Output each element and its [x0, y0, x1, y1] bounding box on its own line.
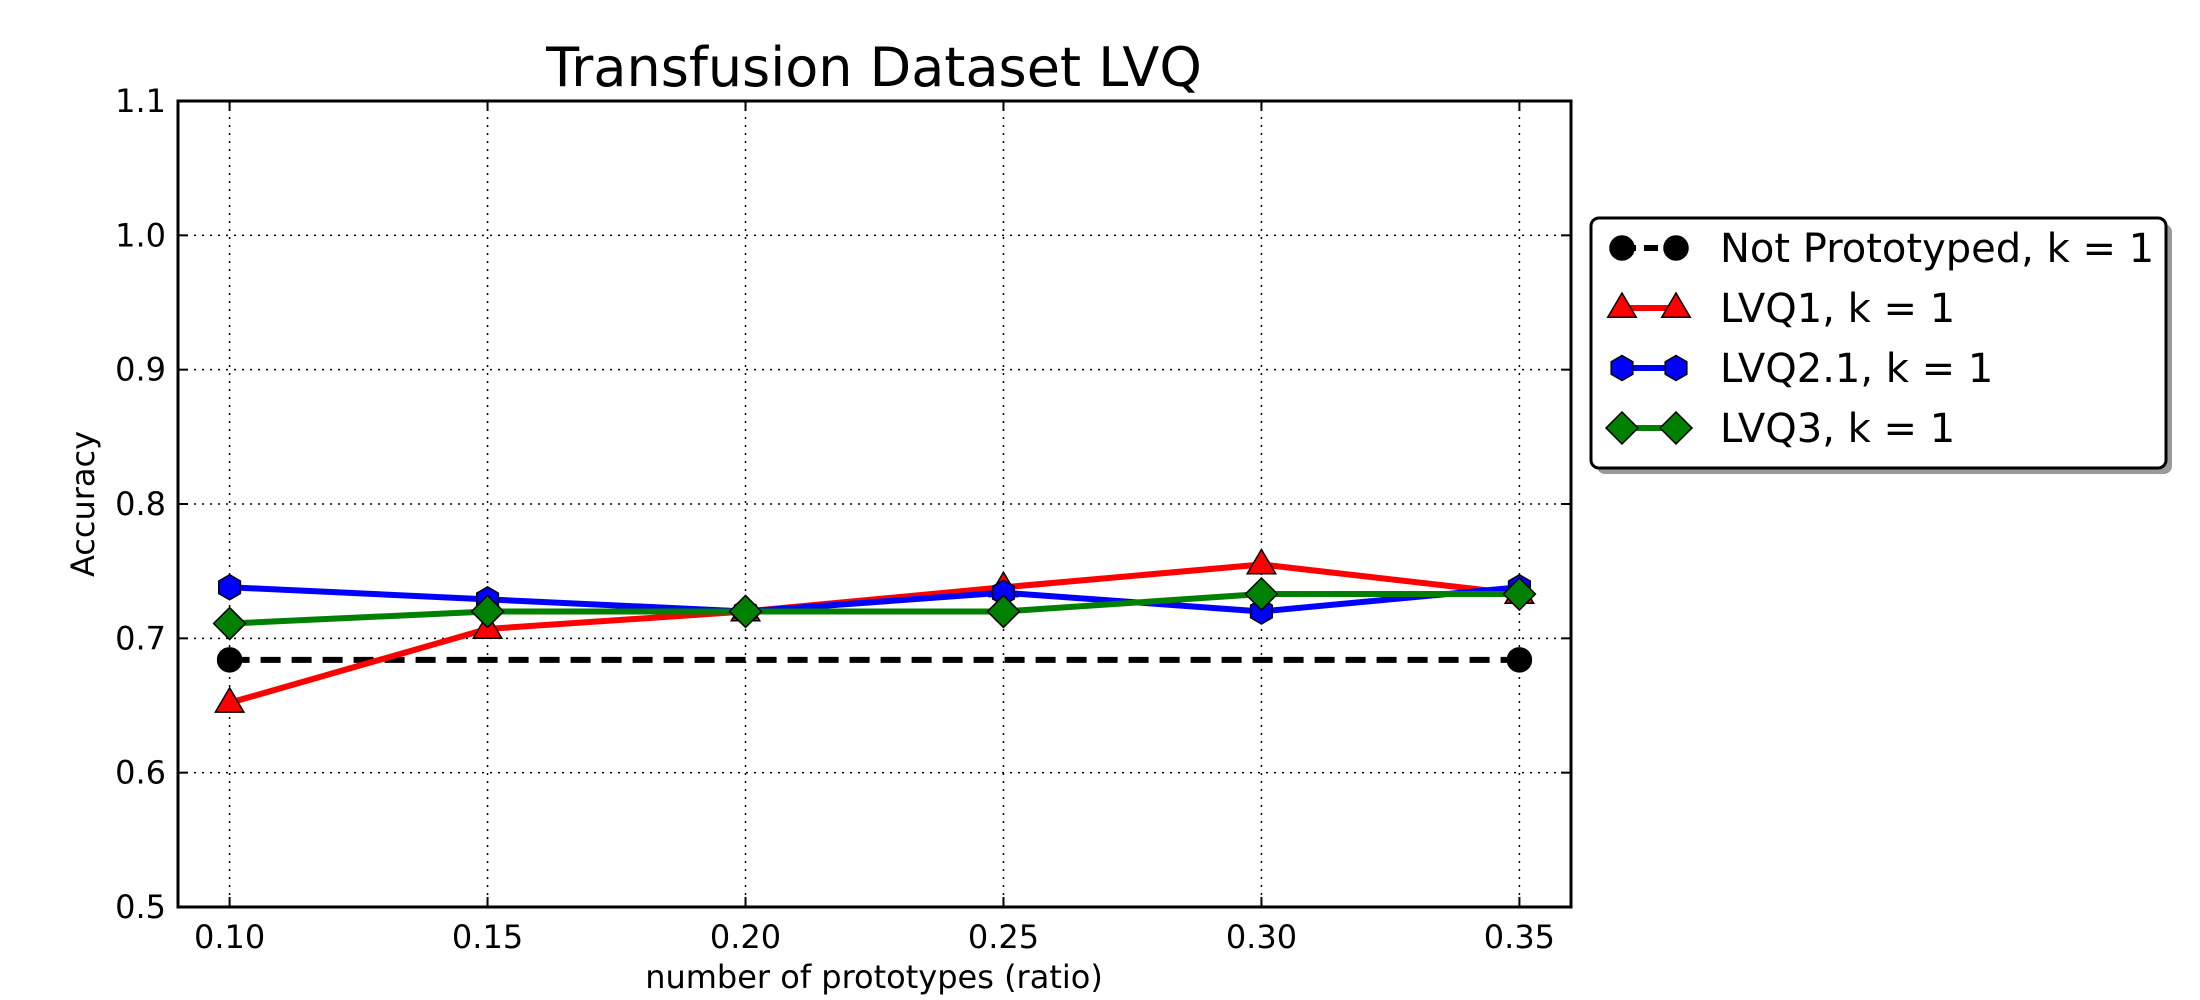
- x-tick-label: 0.20: [710, 918, 781, 956]
- legend-entry-lvq1-k-1: LVQ1, k = 1: [1606, 286, 1955, 332]
- x-tick-label: 0.10: [194, 918, 265, 956]
- y-tick-label: 0.6: [115, 754, 166, 792]
- data-point-circle: [1506, 647, 1533, 673]
- series-not-prototyped-k-1: [216, 647, 1533, 673]
- x-axis-label: number of prototypes (ratio): [645, 958, 1103, 996]
- legend-marker-circle: [1609, 235, 1635, 261]
- plot-series: [212, 547, 1537, 713]
- data-point-diamond: [212, 606, 247, 641]
- data-point-diamond: [728, 594, 763, 629]
- x-tick-label: 0.15: [452, 918, 523, 956]
- x-tick-label: 0.25: [968, 918, 1039, 956]
- x-tick-label: 0.30: [1226, 918, 1297, 956]
- data-point-diamond: [1244, 576, 1279, 612]
- legend-entry-not-prototyped-k-1: Not Prototyped, k = 1: [1609, 226, 2154, 272]
- series-lvq3-k-1: [212, 576, 1537, 641]
- legend-marker-triangle: [1606, 291, 1638, 319]
- legend-marker-hexagon: [1610, 354, 1634, 382]
- data-point-circle: [216, 647, 243, 673]
- legend-label: LVQ2.1, k = 1: [1720, 346, 1993, 392]
- y-tick-label: 1.1: [115, 82, 166, 120]
- y-axis-label: Accuracy: [64, 431, 102, 577]
- legend-marker-diamond: [1658, 410, 1694, 446]
- legend-marker-triangle: [1660, 291, 1692, 319]
- legend-entry-lvq3-k-1: LVQ3, k = 1: [1604, 406, 1955, 452]
- legend: Not Prototyped, k = 1 LVQ1, k = 1 LVQ2.1, …: [1589, 216, 2172, 474]
- axis-ticks: 0.10 0.15 0.20 0.25 0.30 0.35 0.5 0.6 0.7 0.8 0.9 1…: [115, 82, 1571, 956]
- y-tick-label: 1.0: [115, 216, 166, 254]
- y-tick-label: 0.7: [115, 619, 166, 657]
- y-tick-label: 0.5: [115, 888, 166, 926]
- data-point-hexagon: [218, 573, 242, 601]
- legend-marker-hexagon: [1664, 354, 1688, 382]
- series-lvq1-k-1: [214, 547, 1535, 713]
- series-line: [228, 561, 1520, 706]
- legend-marker-diamond: [1604, 410, 1640, 446]
- legend-entry-lvq2-1-k-1: LVQ2.1, k = 1: [1610, 346, 1993, 392]
- x-tick-label: 0.35: [1484, 918, 1555, 956]
- data-point-diamond: [986, 594, 1021, 629]
- data-point-triangle: [214, 686, 246, 713]
- legend-marker-circle: [1663, 235, 1689, 261]
- y-tick-label: 0.8: [115, 485, 166, 523]
- series-line: [229, 584, 1520, 615]
- y-tick-label: 0.9: [115, 351, 166, 389]
- grid-lines: [178, 100, 1571, 908]
- legend-label: LVQ3, k = 1: [1720, 406, 1955, 452]
- series-line: [229, 591, 1520, 627]
- legend-box: [1589, 216, 2168, 470]
- chart-title: Transfusion Dataset LVQ: [545, 36, 1202, 99]
- data-point-triangle: [1245, 547, 1278, 575]
- data-point-diamond: [1502, 576, 1537, 612]
- data-point-diamond: [470, 594, 505, 629]
- legend-label: LVQ1, k = 1: [1720, 286, 1955, 332]
- legend-label: Not Prototyped, k = 1: [1720, 226, 2154, 272]
